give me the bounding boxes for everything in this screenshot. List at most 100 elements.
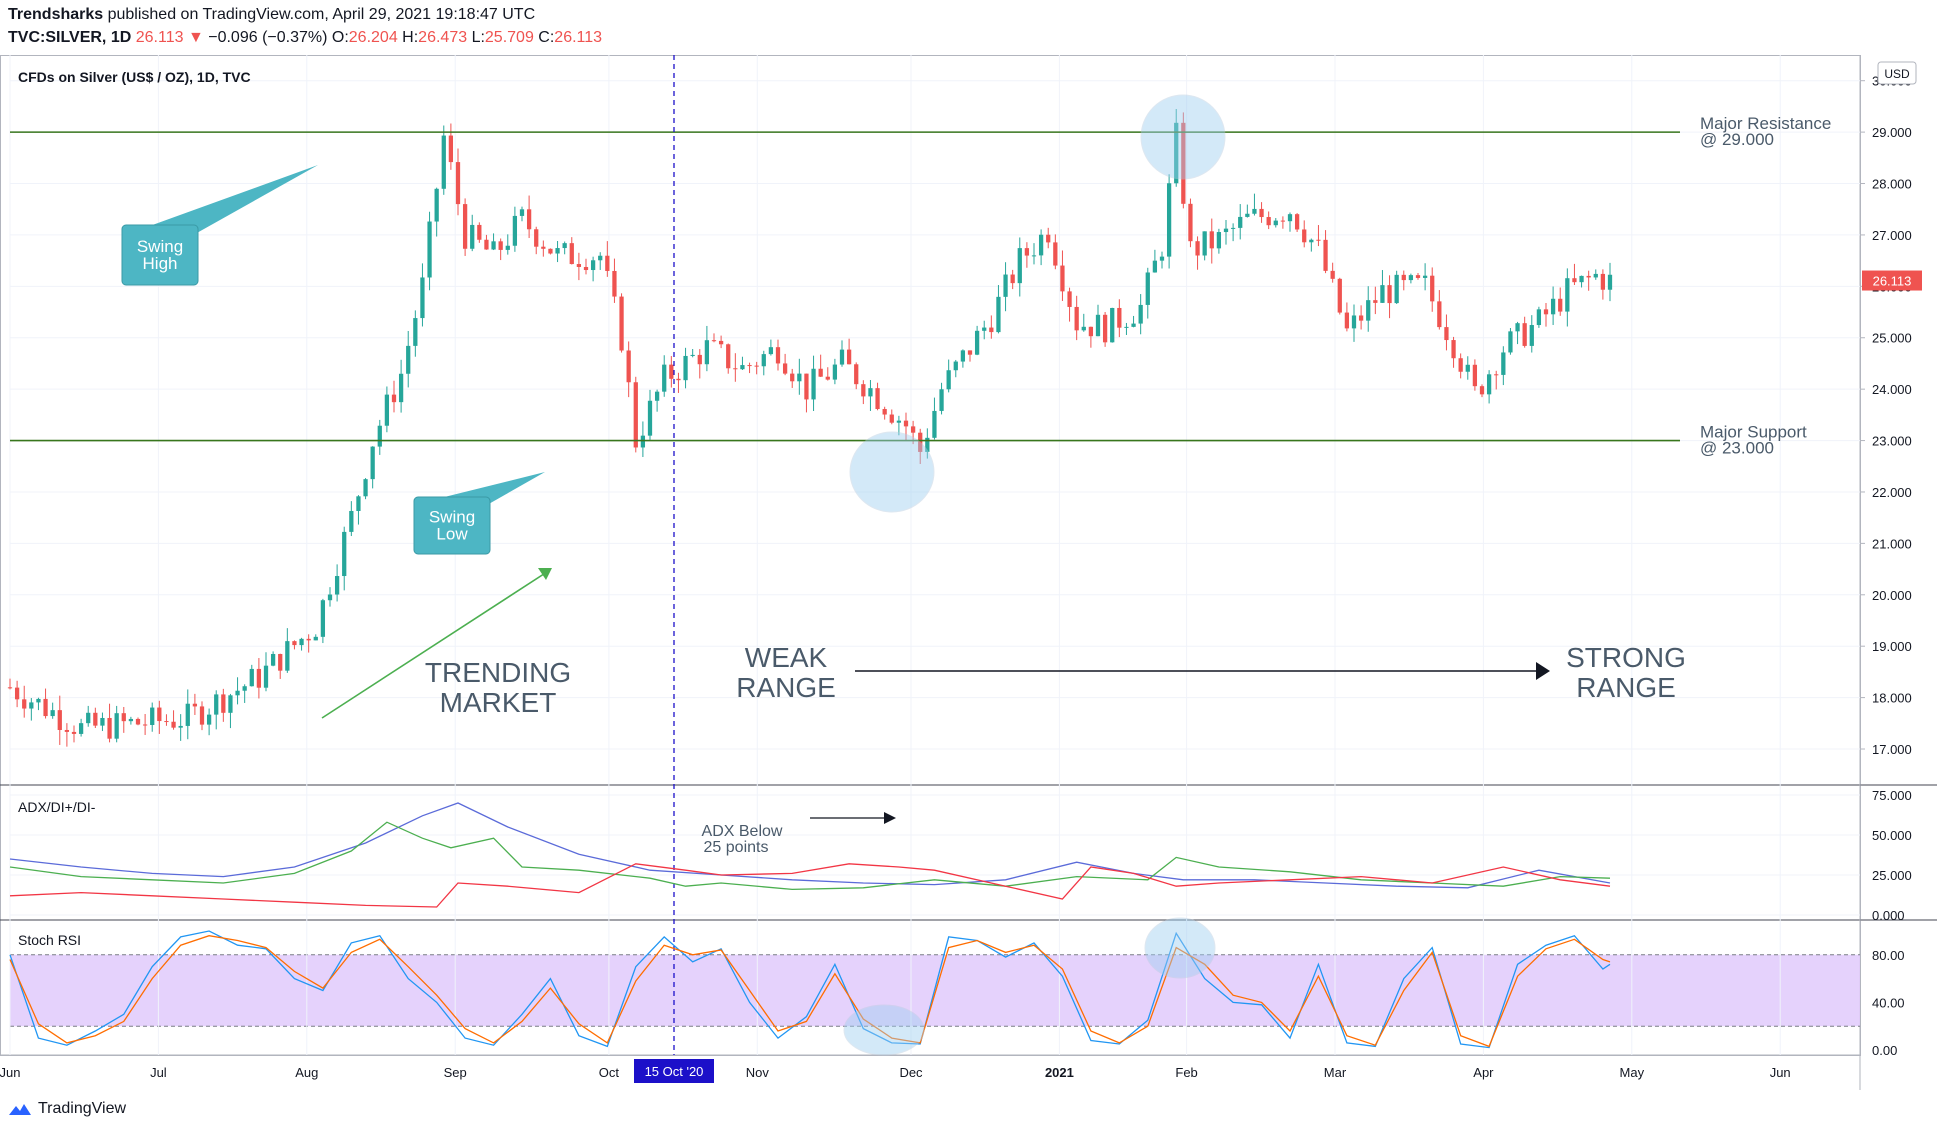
adx-tick-label: 25.000 <box>1872 868 1912 883</box>
candle-body <box>1124 326 1129 328</box>
candle-body <box>1586 275 1591 278</box>
candle-body <box>1415 275 1421 278</box>
candle-body <box>185 703 190 726</box>
candle-body <box>100 717 105 726</box>
stoch-k-line <box>9 930 1611 1049</box>
candle-body <box>43 698 48 717</box>
candle-body <box>647 400 653 436</box>
candle-body <box>7 687 13 689</box>
footer-brand[interactable]: TradingView <box>38 1100 127 1117</box>
candle-body <box>690 354 695 356</box>
candle-body <box>1017 248 1022 284</box>
candle-body <box>1202 231 1207 256</box>
candle-body <box>313 636 318 641</box>
candle-body <box>1472 364 1478 387</box>
price-tick-label: 22.000 <box>1872 485 1912 500</box>
candle-body <box>1038 234 1044 256</box>
level-label-line1: Major Resistance <box>1700 114 1831 133</box>
candle-body <box>569 243 574 265</box>
swing-low-callout-box <box>413 496 491 555</box>
candle-body <box>157 707 162 722</box>
candle-body <box>1444 327 1449 341</box>
candle-body <box>903 420 909 427</box>
candle-body <box>548 248 553 254</box>
swing-high-callout-line1: Swing <box>137 237 183 256</box>
candle-body <box>882 409 887 415</box>
candle-body <box>1074 306 1079 331</box>
candle-body <box>910 426 916 433</box>
candle-body <box>612 270 617 297</box>
candle-body <box>519 209 525 216</box>
tradingview-logo-icon[interactable] <box>8 1102 32 1116</box>
candle-body <box>1159 256 1165 261</box>
candle-body <box>384 394 390 426</box>
candle-body <box>1366 300 1371 321</box>
candle-body <box>1508 331 1513 353</box>
price-tick-label: 24.000 <box>1872 382 1912 397</box>
candle-body <box>1550 298 1556 315</box>
candle-body <box>1600 273 1606 290</box>
candle-body <box>1593 273 1598 278</box>
candle-body <box>1422 275 1428 278</box>
candle-body <box>811 368 816 400</box>
candle-body <box>1223 228 1229 233</box>
footer: TradingView <box>8 1100 126 1118</box>
candle-body <box>697 354 702 365</box>
weak-label-line2: RANGE <box>736 672 836 703</box>
adx-note-line2: 25 points <box>704 839 769 856</box>
candle-body <box>925 437 930 452</box>
candle-body <box>36 698 41 703</box>
candle-body <box>249 668 254 687</box>
candle-body <box>1465 364 1470 372</box>
candle-body <box>1188 203 1193 242</box>
time-tick-label: Apr <box>1473 1065 1494 1080</box>
price-change: −0.096 (−0.37%) <box>208 29 328 46</box>
highlight-ellipse <box>1144 917 1216 979</box>
candle-body <box>1081 326 1086 331</box>
price-tick-label: 27.000 <box>1872 228 1912 243</box>
candle-body <box>299 638 304 646</box>
candle-body <box>996 296 1001 333</box>
candle-body <box>562 243 567 249</box>
high-value: 26.473 <box>418 29 468 46</box>
adx-panel-title: ADX/DI+/DI- <box>18 799 96 815</box>
highlight-ellipse <box>1140 94 1226 180</box>
candle-body <box>93 712 98 726</box>
candle-body <box>462 204 468 249</box>
time-tick-label: Jun <box>0 1065 20 1080</box>
candle-body <box>342 531 347 577</box>
candle-body <box>868 388 873 397</box>
candle-body <box>491 241 496 250</box>
candle-body <box>1486 374 1492 395</box>
time-tick-label: 2021 <box>1045 1065 1074 1080</box>
candle-body <box>733 368 738 370</box>
cursor-date-label: 15 Oct '20 <box>645 1064 704 1079</box>
candle-body <box>263 665 269 688</box>
time-tick-label: Dec <box>899 1065 923 1080</box>
candle-body <box>1273 220 1278 226</box>
candle-body <box>1572 278 1577 283</box>
symbol-label: TVC:SILVER, 1D <box>8 29 132 46</box>
candle-body <box>107 717 112 739</box>
candle-body <box>1529 325 1534 346</box>
chart-canvas[interactable]: 30.00029.00028.00027.00026.00025.00024.0… <box>0 55 1937 1100</box>
candle-body <box>1522 323 1527 346</box>
candle-body <box>804 373 809 400</box>
publisher-name[interactable]: Trendsharks <box>8 6 104 23</box>
candle-body <box>726 344 731 369</box>
candle-body <box>470 224 475 249</box>
stoch-panel-title: Stoch RSI <box>18 932 81 948</box>
candle-body <box>633 382 638 448</box>
candle-body <box>740 365 745 370</box>
candle-body <box>50 710 55 717</box>
adx-tick-label: 0.000 <box>1872 908 1905 923</box>
candle-body <box>846 349 852 365</box>
candle-body <box>640 435 646 448</box>
candle-body <box>448 135 454 163</box>
adx-note-arrowhead <box>884 812 896 824</box>
candle-body <box>889 414 894 423</box>
candle-body <box>1543 309 1549 315</box>
time-tick-label: Feb <box>1175 1065 1197 1080</box>
candle-body <box>1181 122 1186 204</box>
time-tick-label: Mar <box>1324 1065 1347 1080</box>
